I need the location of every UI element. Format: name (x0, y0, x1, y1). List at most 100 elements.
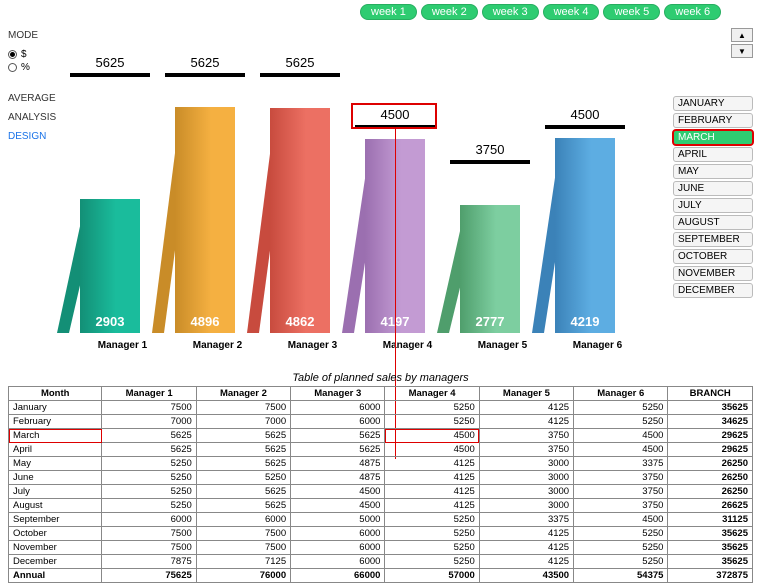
cell: 35625 (668, 555, 753, 569)
cell: 6000 (291, 541, 385, 555)
week-tab[interactable]: week 3 (482, 4, 539, 20)
cell: 5250 (385, 401, 479, 415)
cell: 26625 (668, 499, 753, 513)
cell: 4500 (385, 429, 479, 443)
table-row: May52505625487541253000337526250 (9, 457, 753, 471)
spinner-up[interactable]: ▲ (731, 28, 753, 42)
bar-label: Manager 1 (80, 340, 165, 351)
month-btn-july[interactable]: JULY (673, 198, 753, 213)
cell: 5250 (196, 471, 290, 485)
bar-label: Manager 3 (270, 340, 355, 351)
col-header: Manager 5 (479, 387, 573, 401)
bar-label: Manager 4 (365, 340, 450, 351)
cell: 5250 (574, 401, 668, 415)
cell: 3375 (479, 513, 573, 527)
month-btn-september[interactable]: SEPTEMBER (673, 232, 753, 247)
cell: 3750 (574, 485, 668, 499)
highlight-box (351, 103, 437, 129)
sales-table: MonthManager 1Manager 2Manager 3Manager … (8, 386, 753, 583)
col-header: Manager 1 (102, 387, 196, 401)
cell: 7000 (102, 415, 196, 429)
row-label: July (9, 485, 102, 499)
cell: 5250 (574, 527, 668, 541)
cell: 7875 (102, 555, 196, 569)
cell: 35625 (668, 527, 753, 541)
cell: 4500 (574, 429, 668, 443)
month-btn-march[interactable]: MARCH (673, 130, 753, 145)
table-row: August52505625450041253000375026625 (9, 499, 753, 513)
table-row: March56255625562545003750450029625 (9, 429, 753, 443)
design-link[interactable]: DESIGN (8, 131, 63, 142)
mode-label: MODE (8, 30, 63, 41)
month-btn-february[interactable]: FEBRUARY (673, 113, 753, 128)
cell: 4125 (385, 471, 479, 485)
row-label: August (9, 499, 102, 513)
month-list: JANUARY FEBRUARY MARCH APRIL MAY JUNE JULY AUGU… (673, 96, 753, 298)
table-title: Table of planned sales by managers (8, 372, 753, 384)
row-label: October (9, 527, 102, 541)
cell: 6000 (196, 513, 290, 527)
row-label: February (9, 415, 102, 429)
bar-value: 4219 (555, 314, 615, 329)
month-btn-january[interactable]: JANUARY (673, 96, 753, 111)
cell: 4875 (291, 457, 385, 471)
cell: 6000 (291, 415, 385, 429)
month-btn-june[interactable]: JUNE (673, 181, 753, 196)
mode-option-percent[interactable]: % (8, 62, 63, 73)
bar-label: Manager 2 (175, 340, 260, 351)
cell: 4125 (479, 401, 573, 415)
month-btn-august[interactable]: AUGUST (673, 215, 753, 230)
target-line (450, 160, 530, 164)
radio-icon (8, 50, 17, 59)
month-btn-may[interactable]: MAY (673, 164, 753, 179)
spinner-down[interactable]: ▼ (731, 44, 753, 58)
target-line (70, 73, 150, 77)
cell: 5625 (102, 443, 196, 457)
week-tab[interactable]: week 2 (421, 4, 478, 20)
table-row: October75007500600052504125525035625 (9, 527, 753, 541)
mode-option-dollar[interactable]: $ (8, 49, 63, 60)
week-tab[interactable]: week 6 (664, 4, 721, 20)
row-label: December (9, 555, 102, 569)
month-btn-october[interactable]: OCTOBER (673, 249, 753, 264)
cell: 5250 (102, 471, 196, 485)
bar-label: Manager 5 (460, 340, 545, 351)
analysis-label: ANALYSIS (8, 112, 63, 123)
cell: 29625 (668, 443, 753, 457)
target-value: 5625 (70, 55, 150, 70)
cell: 3750 (479, 443, 573, 457)
table-row: November75007500600052504125525035625 (9, 541, 753, 555)
target-value: 4500 (545, 107, 625, 122)
bar-value: 2903 (80, 314, 140, 329)
cell: 5250 (102, 457, 196, 471)
cell: 4125 (385, 485, 479, 499)
cell: 5250 (102, 485, 196, 499)
row-label: November (9, 541, 102, 555)
cell: 5250 (385, 527, 479, 541)
week-tab[interactable]: week 5 (603, 4, 660, 20)
cell: 5250 (385, 541, 479, 555)
cell: 5625 (196, 429, 290, 443)
cell: 6000 (102, 513, 196, 527)
cell: 3750 (479, 429, 573, 443)
month-btn-april[interactable]: APRIL (673, 147, 753, 162)
cell: 4125 (479, 527, 573, 541)
table-row: June52505250487541253000375026250 (9, 471, 753, 485)
month-btn-november[interactable]: NOVEMBER (673, 266, 753, 281)
table-row: December78757125600052504125525035625 (9, 555, 753, 569)
week-tab[interactable]: week 4 (543, 4, 600, 20)
cell: 4125 (479, 415, 573, 429)
bar-label: Manager 6 (555, 340, 640, 351)
target-value: 5625 (260, 55, 340, 70)
mode-option-label: % (21, 62, 30, 73)
month-btn-december[interactable]: DECEMBER (673, 283, 753, 298)
cell: 3000 (479, 457, 573, 471)
row-label: September (9, 513, 102, 527)
sales-table-wrap: Table of planned sales by managers Month… (8, 372, 753, 583)
row-label: March (9, 429, 102, 443)
col-header: Manager 4 (385, 387, 479, 401)
week-tab[interactable]: week 1 (360, 4, 417, 20)
col-header: BRANCH (668, 387, 753, 401)
cell: 5625 (291, 443, 385, 457)
cell: 5250 (574, 555, 668, 569)
